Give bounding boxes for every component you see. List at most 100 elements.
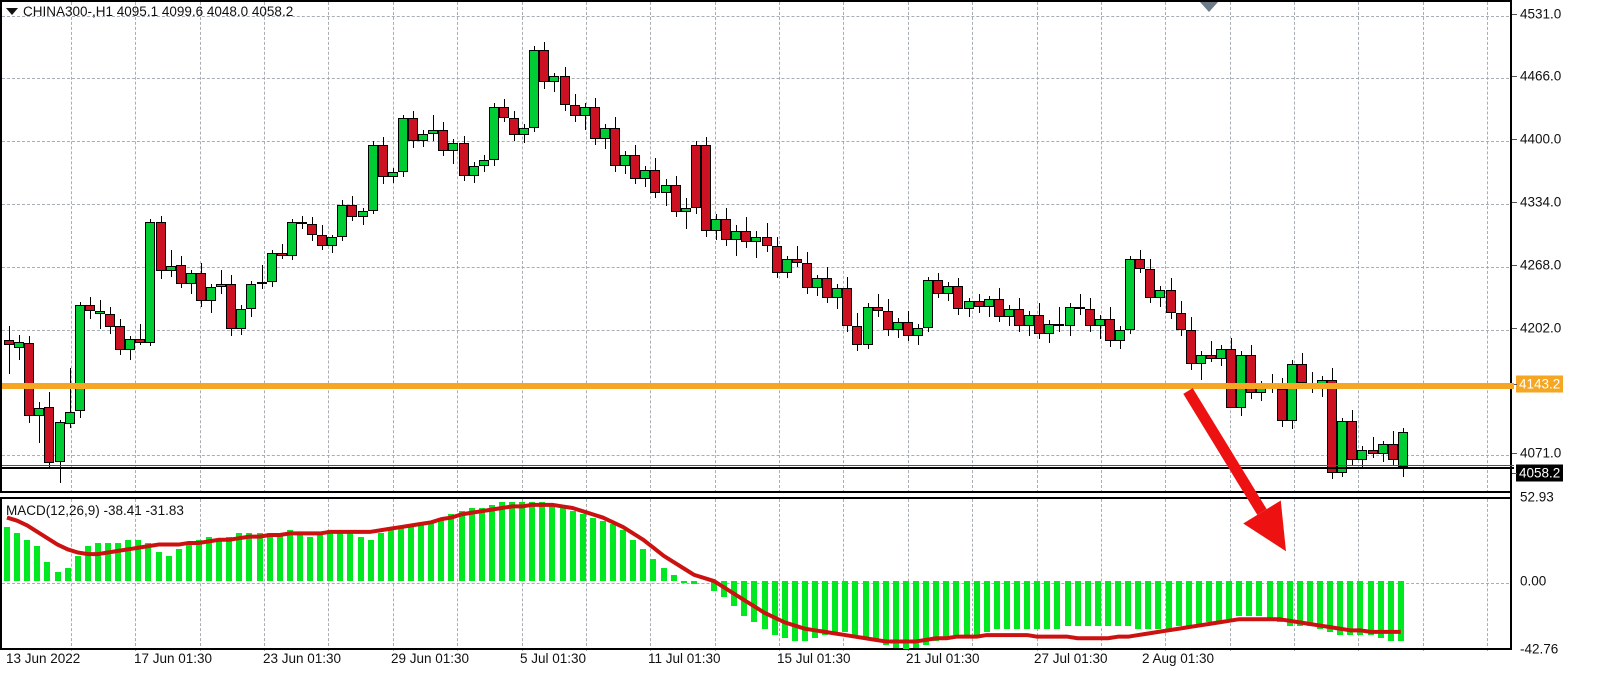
candle-body: [94, 310, 105, 314]
macd-histogram-bar: [902, 581, 909, 649]
candle-body: [1155, 289, 1166, 298]
macd-histogram-bar: [842, 581, 849, 632]
macd-histogram-bar: [246, 533, 253, 582]
candle-body: [145, 222, 156, 344]
candle-body: [711, 219, 721, 231]
candle-body: [1125, 259, 1136, 330]
candle-body: [296, 222, 307, 225]
candle-body: [246, 284, 257, 309]
macd-histogram-bar: [1014, 581, 1020, 629]
macd-histogram-bar: [680, 581, 687, 584]
candle-body: [317, 234, 328, 247]
chart-title-bar[interactable]: CHINA300-,H1 4095.1 4099.6 4048.0 4058.2: [6, 4, 293, 19]
candle-wick: [433, 114, 435, 142]
macd-histogram-bar: [74, 555, 81, 582]
gridline-vertical: [715, 499, 716, 651]
candle-body: [1054, 324, 1065, 327]
macd-histogram-bar: [660, 568, 667, 582]
candle-wick: [261, 265, 263, 289]
gridline-vertical: [908, 499, 909, 651]
macd-histogram-bar: [761, 581, 768, 629]
macd-histogram-bar: [64, 568, 71, 582]
macd-histogram-bar: [1296, 581, 1303, 626]
macd-bottom-rule: [0, 648, 1512, 650]
candle-body: [236, 308, 247, 329]
macd-histogram-bar: [408, 527, 414, 582]
macd-histogram-bar: [670, 574, 677, 582]
gridline-horizontal: [2, 204, 1514, 206]
gridline-vertical: [393, 2, 394, 493]
price-tick: [1512, 14, 1517, 16]
price-tick: [1512, 384, 1517, 386]
candle-body: [953, 286, 964, 309]
macd-histogram-bar: [620, 530, 627, 582]
candle-body: [387, 171, 398, 178]
candle-body: [812, 278, 822, 289]
macd-histogram-bar: [599, 520, 606, 582]
candle-body: [135, 338, 146, 344]
candle-body: [256, 282, 267, 285]
macd-histogram-bar: [852, 581, 859, 636]
horizontal-price-level[interactable]: [2, 383, 1514, 390]
price-pane[interactable]: [0, 0, 1514, 493]
price-scale-label: 4334.0: [1520, 194, 1562, 210]
gridline-vertical: [1294, 499, 1295, 651]
macd-histogram-bar: [357, 536, 364, 582]
candle-wick: [1200, 350, 1202, 380]
candle-wick: [796, 246, 798, 268]
page-title: CHINA300-,H1 4095.1 4099.6 4048.0 4058.2: [23, 4, 294, 19]
macd-histogram-bar: [559, 508, 566, 582]
candle-body: [771, 246, 782, 273]
gridline-horizontal: [2, 329, 1514, 331]
gridline-vertical: [1101, 499, 1102, 651]
pane-divider: [0, 491, 1512, 493]
candle-body: [781, 259, 792, 273]
gridline-vertical: [457, 499, 458, 651]
macd-histogram-bar: [185, 542, 192, 582]
candle-body: [599, 127, 610, 140]
macd-histogram-bar: [115, 542, 122, 582]
macd-histogram-bar: [1024, 581, 1031, 629]
price-scale-label: 4202.0: [1520, 320, 1562, 336]
gridline-vertical: [586, 2, 587, 493]
macd-histogram-bar: [24, 539, 31, 582]
gridline-vertical: [264, 499, 265, 651]
chevron-down-icon[interactable]: [6, 8, 18, 15]
macd-histogram-bar: [34, 546, 41, 582]
price-scale[interactable]: 4531.0 4466.0 4400.0 4334.0 4268.0 4202.0 4071…: [1510, 0, 1601, 657]
candle-body: [539, 49, 550, 83]
candle-body: [175, 265, 186, 285]
macd-histogram-bar: [509, 501, 515, 582]
price-tick: [1512, 265, 1517, 267]
candle-body: [509, 118, 519, 136]
candle-body: [307, 224, 317, 235]
macd-histogram-bar: [1125, 581, 1132, 626]
macd-histogram-bar: [882, 581, 889, 645]
candle-body: [84, 305, 95, 311]
candle-body: [226, 284, 237, 329]
candle-body: [822, 278, 833, 298]
macd-histogram-bar: [589, 517, 596, 582]
candle-body: [408, 118, 418, 142]
macd-histogram-bar: [1236, 581, 1243, 616]
candle-body: [286, 222, 297, 256]
gridline-vertical: [1101, 2, 1102, 493]
macd-histogram-bar: [216, 539, 223, 582]
macd-histogram-bar: [165, 555, 172, 582]
candle-body: [1397, 431, 1408, 468]
candle-body: [418, 133, 429, 142]
macd-histogram-bar: [317, 533, 324, 582]
macd-histogram-bar: [438, 517, 445, 582]
candle-body: [933, 280, 944, 294]
top-marker-triangle-icon: [1200, 2, 1218, 12]
candle-body: [700, 145, 711, 231]
last-price-line-thin: [2, 464, 1514, 466]
candle-body: [852, 326, 863, 346]
candle-body: [1276, 389, 1287, 422]
candle-body: [801, 263, 812, 288]
candle-body: [478, 160, 489, 166]
macd-histogram-bar: [94, 542, 101, 582]
candle-body: [1115, 329, 1125, 342]
gridline-horizontal-zero: [2, 583, 1514, 585]
candle-body: [206, 287, 216, 302]
